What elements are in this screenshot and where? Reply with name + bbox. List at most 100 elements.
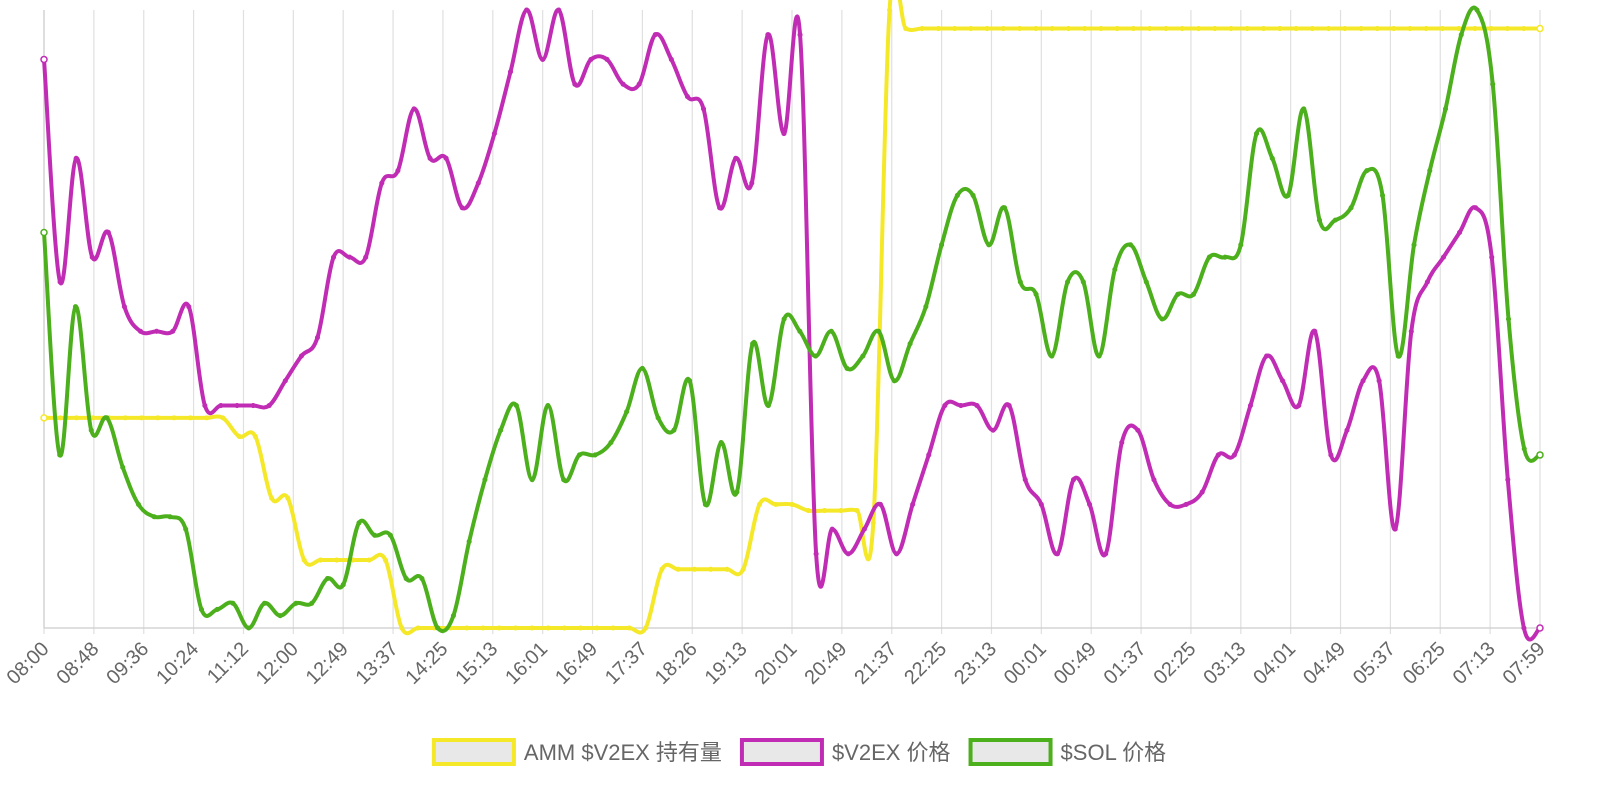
data-point-sol <box>561 477 567 483</box>
x-tick-label: 16:49 <box>551 638 602 689</box>
data-point-amm <box>1277 25 1283 32</box>
data-point-v2ex <box>411 106 417 112</box>
data-point-amm <box>773 501 779 507</box>
data-point-sol <box>72 304 79 310</box>
data-point-v2ex <box>1280 378 1286 384</box>
data-point-amm <box>1244 25 1250 32</box>
data-point-amm <box>854 508 860 514</box>
data-point-sol <box>639 365 645 371</box>
data-point-sol <box>828 328 834 334</box>
data-point-sol <box>372 532 378 538</box>
data-point-amm <box>805 508 811 514</box>
data-point-v2ex <box>443 155 449 161</box>
x-tick-label: 22:25 <box>900 638 951 689</box>
data-point-v2ex <box>781 131 787 137</box>
data-point-amm <box>1391 25 1397 32</box>
data-point-amm <box>415 625 421 631</box>
x-tick-label: 08:48 <box>52 638 103 689</box>
data-point-amm <box>220 415 226 421</box>
data-point-sol <box>1411 242 1417 248</box>
data-point-sol <box>387 532 393 538</box>
data-point-amm <box>1228 25 1234 32</box>
data-point-v2ex <box>170 328 176 334</box>
data-point-amm <box>366 557 372 563</box>
x-tick-label: 00:49 <box>1050 638 1101 689</box>
data-point-amm <box>301 557 307 563</box>
data-point-sol <box>1128 242 1134 248</box>
data-point-amm <box>1374 25 1380 32</box>
data-point-v2ex <box>765 32 771 38</box>
legend-swatch <box>739 738 824 766</box>
data-point-v2ex <box>1135 427 1141 433</box>
data-point-v2ex <box>990 427 996 433</box>
data-point-amm <box>968 25 974 32</box>
data-point-v2ex <box>910 501 916 507</box>
data-point-v2ex <box>1473 205 1479 211</box>
data-point-sol <box>1065 279 1071 285</box>
data-point-sol <box>246 625 252 631</box>
data-point-sol <box>1505 316 1512 322</box>
data-point-amm <box>139 415 145 421</box>
data-point-amm <box>171 415 177 421</box>
data-point-sol <box>718 440 724 446</box>
data-point-v2ex <box>1087 501 1093 507</box>
data-point-sol <box>907 341 913 347</box>
data-point-sol <box>671 427 677 433</box>
data-point-sol <box>482 477 488 483</box>
data-point-v2ex <box>604 56 610 62</box>
data-point-sol <box>104 415 110 421</box>
data-point-v2ex <box>1054 551 1060 557</box>
legend-swatch <box>968 738 1053 766</box>
data-point-amm <box>870 520 876 526</box>
x-tick-label: 20:49 <box>800 638 851 689</box>
data-point-v2ex <box>1215 452 1221 458</box>
legend[interactable]: AMM $V2EX 持有量 $V2EX 价格 $SOL 价格 <box>431 738 1167 766</box>
data-point-v2ex <box>877 501 884 507</box>
data-point-sol <box>702 501 708 507</box>
x-tick-label: 17:37 <box>601 638 652 689</box>
data-point-v2ex <box>234 402 240 409</box>
data-point-v2ex <box>974 402 980 409</box>
data-point-amm <box>821 508 828 514</box>
data-point-amm <box>252 433 258 439</box>
legend-item-amm[interactable]: AMM $V2EX 持有量 <box>431 738 722 766</box>
legend-item-sol[interactable]: $SOL 价格 <box>968 738 1167 766</box>
data-point-sol <box>57 452 63 458</box>
data-point-amm <box>40 414 48 422</box>
data-point-sol <box>151 514 157 520</box>
data-point-v2ex <box>1103 551 1109 557</box>
data-point-amm <box>659 566 665 572</box>
data-point-sol <box>797 328 803 334</box>
data-point-v2ex <box>154 328 160 334</box>
data-point-v2ex <box>1151 477 1157 483</box>
data-point-v2ex <box>121 304 127 310</box>
x-tick-label: 07:59 <box>1499 638 1550 689</box>
data-point-sol <box>1159 316 1165 322</box>
data-point-amm <box>919 25 925 32</box>
data-point-sol <box>1017 279 1023 285</box>
data-point-amm <box>984 25 990 32</box>
data-point-sol <box>608 440 614 446</box>
legend-label: $SOL 价格 <box>1061 740 1167 765</box>
data-point-sol <box>1080 279 1086 285</box>
data-point-sol <box>120 464 126 470</box>
data-point-v2ex <box>942 402 948 409</box>
data-point-sol <box>1474 7 1480 13</box>
data-point-amm <box>675 566 681 572</box>
data-point-v2ex <box>395 168 401 174</box>
data-point-amm <box>480 625 486 631</box>
data-point-amm <box>285 495 291 501</box>
data-point-amm <box>399 625 405 631</box>
data-point-amm <box>789 501 795 507</box>
data-point-v2ex <box>652 32 658 38</box>
data-point-v2ex <box>1312 328 1318 334</box>
data-point-v2ex <box>700 106 707 112</box>
data-point-v2ex <box>1489 254 1495 260</box>
data-point-amm <box>1130 25 1137 32</box>
data-point-amm <box>578 625 584 631</box>
data-point-v2ex <box>1457 229 1463 236</box>
x-tick-label: 12:49 <box>302 638 353 689</box>
legend-item-v2ex[interactable]: $V2EX 价格 <box>739 738 951 766</box>
data-point-sol <box>1222 254 1228 260</box>
